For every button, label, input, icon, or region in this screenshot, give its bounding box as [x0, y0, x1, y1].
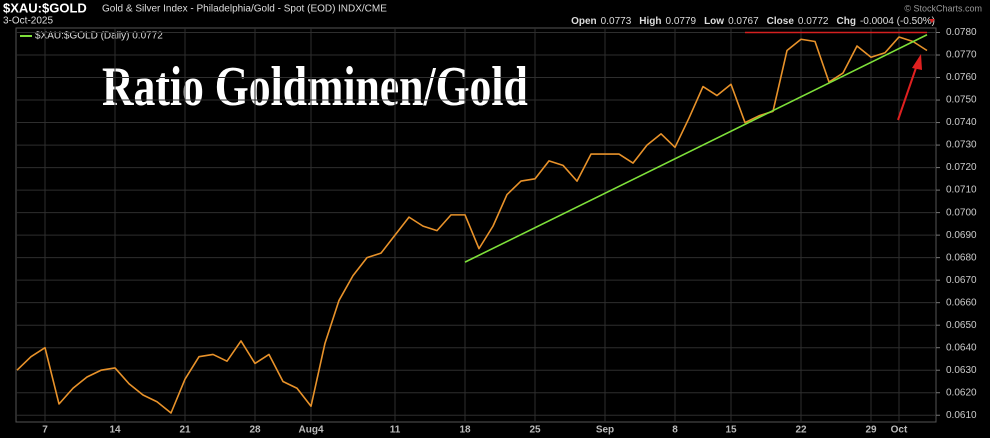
exchange: INDX/CME: [338, 4, 387, 15]
quote-value: -0.0004 (-0.50%): [860, 16, 935, 27]
x-tick-label: 28: [249, 425, 261, 436]
y-tick-label: 0.0680: [946, 252, 977, 263]
y-tick-label: 0.0780: [946, 27, 977, 38]
y-tick-label: 0.0640: [946, 342, 977, 353]
x-tick-label: 8: [672, 425, 678, 436]
y-tick-label: 0.0770: [946, 50, 977, 61]
price-line: [16, 36, 928, 414]
y-tick-label: 0.0620: [946, 387, 977, 398]
y-tick-label: 0.0610: [946, 410, 977, 421]
y-tick-label: 0.0730: [946, 140, 977, 151]
y-tick-label: 0.0720: [946, 162, 977, 173]
date: 3-Oct-2025: [3, 16, 53, 27]
y-tick-label: 0.0750: [946, 95, 977, 106]
annotation-arrowhead: [912, 54, 922, 70]
x-tick-label: 18: [459, 425, 471, 436]
y-tick-label: 0.0660: [946, 297, 977, 308]
y-tick-label: 0.0700: [946, 207, 977, 218]
x-tick-label: 25: [529, 425, 541, 436]
y-tick-label: 0.0690: [946, 230, 977, 241]
quote-value: 0.0779: [665, 16, 696, 27]
quote-value: 0.0767: [728, 16, 759, 27]
quote-label: Chg: [837, 16, 856, 27]
x-tick-label: Aug4: [299, 425, 324, 436]
quote-label: High: [639, 16, 661, 27]
x-tick-label: Sep: [596, 425, 614, 436]
y-tick-label: 0.0670: [946, 275, 977, 286]
x-tick-label: 15: [725, 425, 737, 436]
trend-line: [464, 34, 928, 263]
annotation-arrow: [897, 61, 919, 121]
x-tick-label: 7: [42, 425, 48, 436]
x-tick-label: Oct: [891, 425, 908, 436]
x-tick-label: 29: [865, 425, 877, 436]
plot: 0.0610 0.0620 0.0630 0.0640 0.0650 0.0660 0.06…: [16, 27, 977, 436]
y-tick-label: 0.0650: [946, 320, 977, 331]
chart-title: Ratio Goldminen/Gold: [102, 55, 528, 117]
quote-value: 0.0772: [798, 16, 829, 27]
quote-label: Open: [571, 16, 597, 27]
legend-label: $XAU:$GOLD (Daily) 0.0772: [35, 31, 163, 42]
x-tick-label: 11: [390, 425, 401, 436]
description: Gold & Silver Index - Philadelphia/Gold …: [102, 4, 335, 15]
x-tick-label: 22: [795, 425, 807, 436]
x-tick-label: 21: [179, 425, 191, 436]
quote-text: Open 0.0773 High 0.0779 Low 0.0767 Close 0.0772…: [571, 16, 935, 27]
y-tick-label: 0.0630: [946, 365, 977, 376]
y-tick-label: 0.0760: [946, 72, 977, 83]
quote-label: Low: [704, 16, 724, 27]
quote: Open 0.0773 High 0.0779 Low 0.0767 Close 0.0772…: [571, 16, 935, 27]
symbol: $XAU:$GOLD: [3, 0, 87, 15]
quote-value: 0.0773: [601, 16, 632, 27]
down-arrow: [929, 19, 935, 23]
watermark: © StockCharts.com: [904, 3, 982, 13]
x-tick-label: 14: [109, 425, 121, 436]
y-tick-label: 0.0710: [946, 185, 977, 196]
quote-label: Close: [767, 16, 795, 27]
y-tick-label: 0.0740: [946, 117, 977, 128]
plot-frame: [15, 27, 937, 423]
